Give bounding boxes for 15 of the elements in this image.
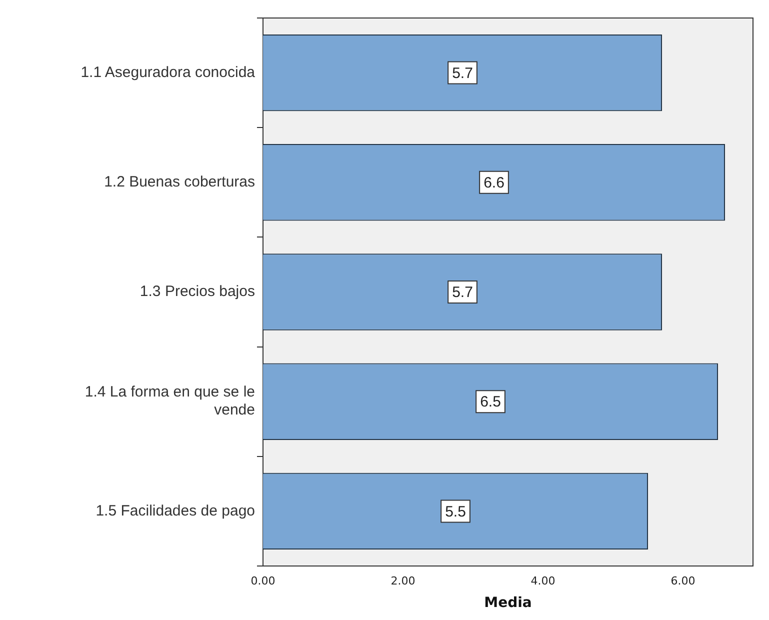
x-axis-title: Media <box>484 595 532 612</box>
x-tick-label: 4.00 <box>530 574 556 588</box>
data-label: 5.5 <box>445 503 466 520</box>
y-tick-label: 1.4 La forma en que se le vende <box>84 384 255 419</box>
data-label: 6.5 <box>480 394 501 411</box>
data-label: 6.6 <box>484 174 504 192</box>
y-tick-label: 1.3 Precios bajos <box>140 283 255 300</box>
y-tick-label: 1.1 Aseguradora conocida <box>80 64 256 81</box>
data-label: 5.7 <box>452 64 473 82</box>
x-tick-label: 6.00 <box>670 574 696 588</box>
x-tick-label: 2.00 <box>390 574 416 588</box>
y-tick-label: 1.5 Facilidades de pago <box>96 502 255 520</box>
x-tick-label: 0.00 <box>250 574 276 588</box>
data-label: 5.7 <box>452 284 473 302</box>
y-tick-label: 1.2 Buenas coberturas <box>104 174 255 191</box>
